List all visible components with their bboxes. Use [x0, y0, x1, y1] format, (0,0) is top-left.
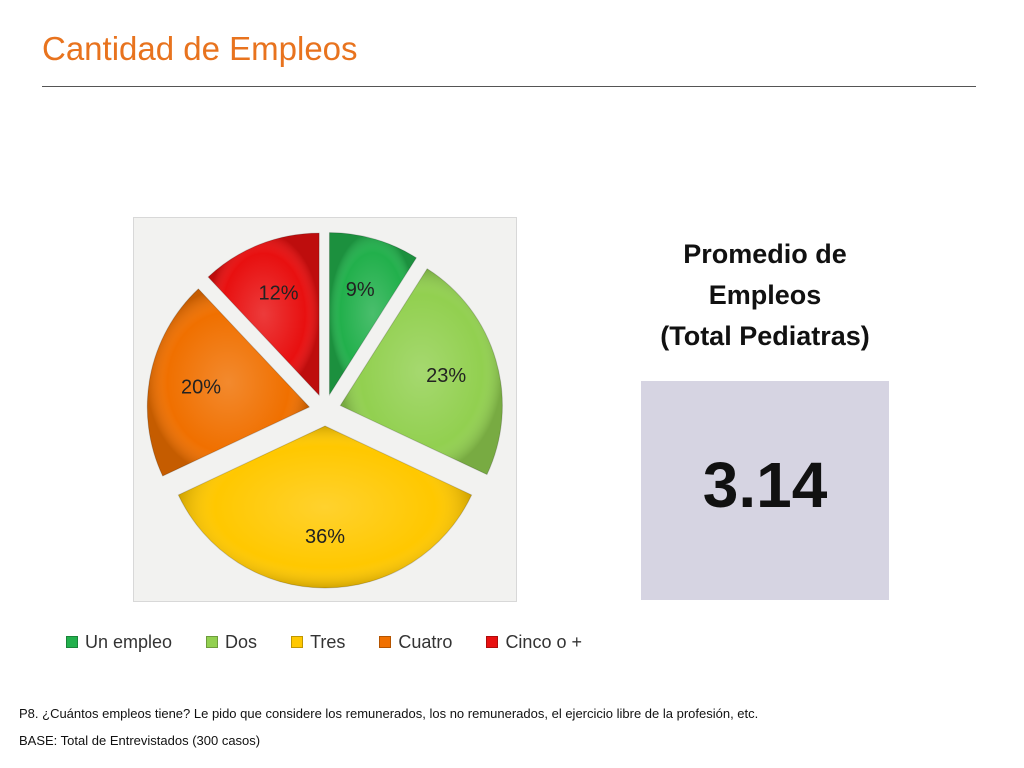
pie-label-tres: 36% [305, 526, 345, 548]
legend-item-cinco-o: Cinco o + [486, 632, 582, 653]
pie-slice-shade-un-empleo [329, 232, 417, 395]
pie-chart-svg: 9% 23% 36% 20% 12% [146, 232, 503, 589]
page-title: Cantidad de Empleos [42, 30, 358, 67]
legend-item-un-empleo: Un empleo [66, 632, 172, 653]
average-value-box: 3.14 [641, 381, 889, 600]
pie-label-cinco-o: 12% [259, 283, 299, 305]
legend-swatch [66, 636, 78, 648]
question-footnote: P8. ¿Cuántos empleos tiene? Le pido que … [19, 706, 759, 721]
base-footnote: BASE: Total de Entrevistados (300 casos) [19, 733, 261, 748]
pie-slice-shade-dos [340, 268, 503, 475]
legend-label: Un empleo [85, 631, 173, 652]
average-heading-line-2: Empleos [708, 280, 822, 310]
pie-label-dos: 23% [426, 365, 466, 387]
title-divider [42, 86, 976, 87]
average-heading: Promedio de Empleos (Total Pediatras) [640, 234, 890, 357]
legend-swatch [291, 636, 304, 648]
pie-chart: 9% 23% 36% 20% 12% [133, 217, 517, 602]
pie-slice-shade-cinco-o [208, 233, 320, 396]
average-heading-line-3: (Total Pediatras) [660, 321, 870, 351]
legend-item-cuatro: Cuatro [379, 632, 452, 653]
average-heading-line-1: Promedio de [683, 239, 847, 269]
legend-swatch [486, 636, 499, 648]
legend-label: Cinco o + [505, 631, 582, 652]
average-value: 3.14 [702, 448, 828, 521]
chart-legend: Un empleo Dos Tres Cuatro Cinco o + [66, 629, 616, 655]
legend-label: Tres [310, 631, 346, 652]
pie-slice-shade-tres [178, 426, 472, 588]
pie-label-cuatro: 20% [181, 376, 221, 398]
legend-label: Dos [225, 631, 258, 652]
legend-swatch [379, 636, 392, 648]
pie-label-un-empleo: 9% [346, 279, 375, 301]
legend-item-tres: Tres [291, 632, 345, 653]
legend-label: Cuatro [398, 631, 453, 652]
pie-slice-shade-cuatro [147, 288, 310, 476]
legend-swatch [206, 636, 219, 648]
legend-item-dos: Dos [206, 632, 257, 653]
